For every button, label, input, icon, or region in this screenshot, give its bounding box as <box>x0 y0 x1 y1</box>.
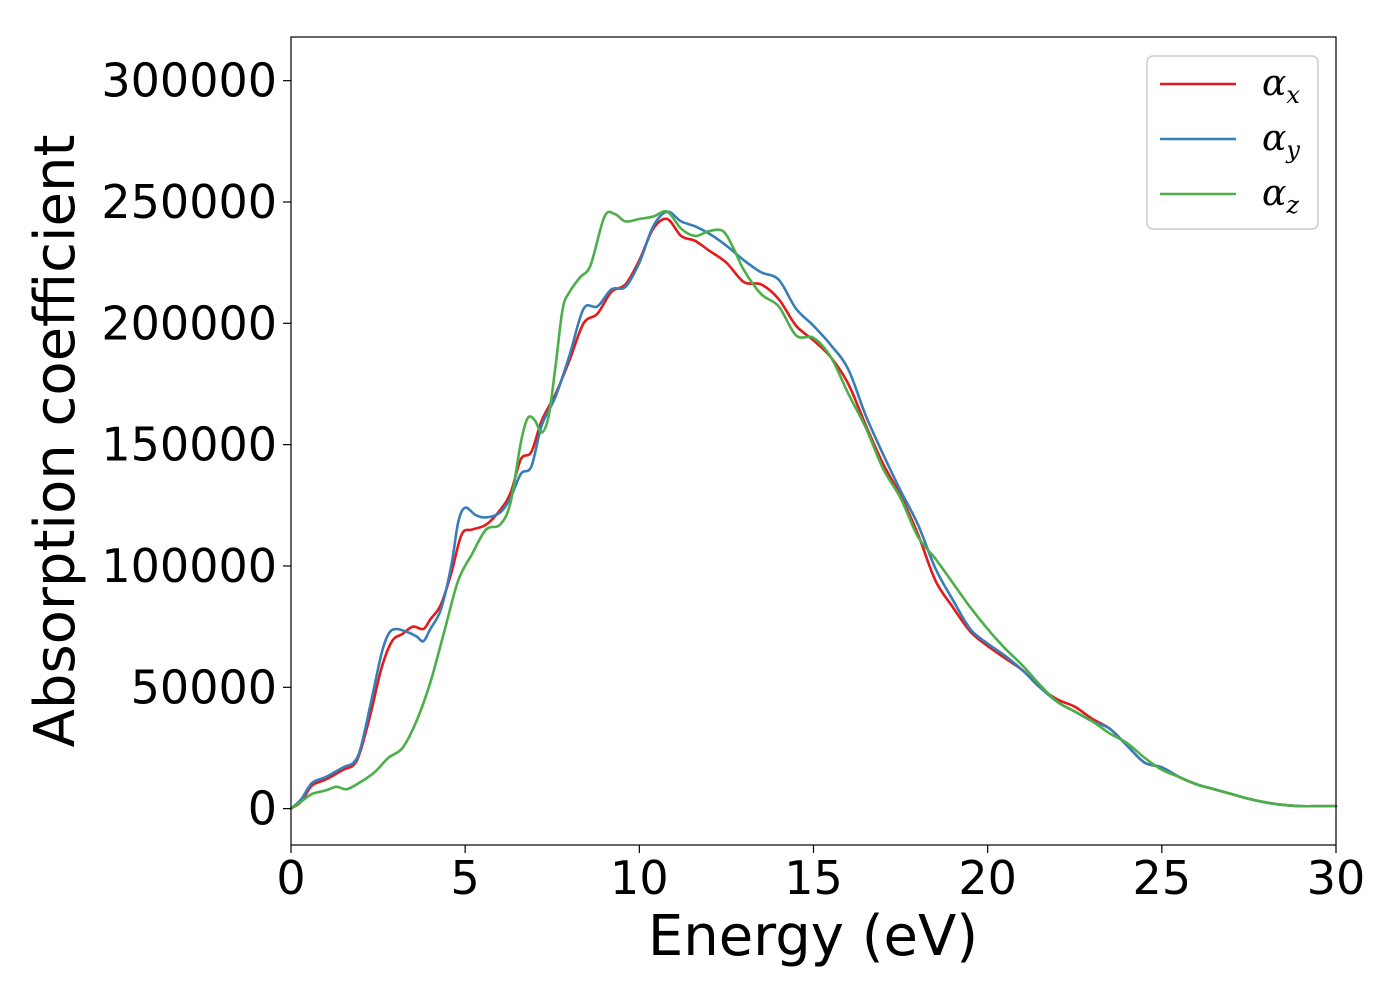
legend-symbol: α <box>1262 118 1286 159</box>
y-tick-label: 250000 <box>101 175 277 229</box>
x-tick-label: 30 <box>1307 851 1366 905</box>
y-axis: 0 50000 100000 150000 200000 250000 300000 <box>101 54 291 836</box>
x-tick-label: 25 <box>1133 851 1192 905</box>
series-line-z <box>289 209 1338 810</box>
x-axis: 0 5 10 15 20 25 30 <box>276 845 1365 905</box>
y-axis-label: Absorption coefficient <box>23 135 88 748</box>
legend-label-z: αz <box>1262 173 1299 219</box>
x-tick-label: 0 <box>276 851 305 905</box>
x-tick-label: 15 <box>784 851 843 905</box>
plot-lines <box>289 209 1338 810</box>
x-tick-label: 10 <box>610 851 669 905</box>
x-axis-label: Energy (eV) <box>648 904 978 969</box>
x-tick-label: 20 <box>958 851 1017 905</box>
y-tick-label: 0 <box>248 782 277 836</box>
y-tick-label: 150000 <box>101 418 277 472</box>
y-tick-label: 300000 <box>101 54 277 108</box>
y-tick-label: 200000 <box>101 296 277 350</box>
x-tick-label: 5 <box>451 851 480 905</box>
y-tick-label: 50000 <box>131 660 277 714</box>
legend-box <box>1146 55 1319 230</box>
legend-subscript: y <box>1285 136 1300 164</box>
legend-symbol: α <box>1262 173 1286 214</box>
legend-label-x: αx <box>1262 63 1300 109</box>
series-line-y <box>289 210 1338 810</box>
legend-symbol: α <box>1262 63 1286 104</box>
legend-subscript: z <box>1285 191 1299 219</box>
legend-subscript: x <box>1286 81 1300 109</box>
y-tick-label: 100000 <box>101 539 277 593</box>
legend-label-y: αy <box>1262 118 1300 164</box>
